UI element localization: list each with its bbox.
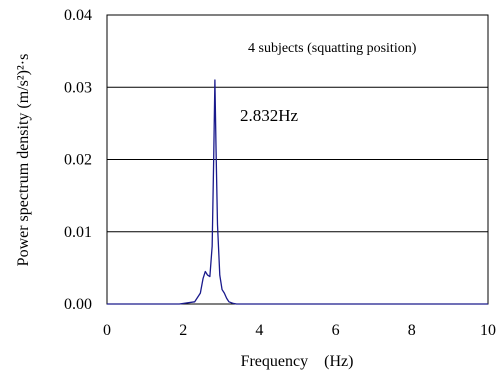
y-tick-label: 0.02: [64, 152, 92, 169]
x-tick-label: 6: [332, 322, 340, 339]
peak-frequency-label: 2.832Hz: [240, 106, 299, 125]
psd-series-line: [107, 79, 488, 305]
x-tick-label: 4: [255, 322, 263, 339]
y-tick-label: 0.03: [64, 79, 92, 96]
series-layer: [107, 79, 488, 305]
x-tick-label: 2: [179, 322, 187, 339]
y-tick-label: 0.04: [64, 7, 92, 24]
y-axis-ticks: 0.00 0.01 0.02 0.03 0.04: [64, 7, 92, 313]
x-axis-label: Frequency (Hz): [241, 353, 354, 370]
legend-annotation: 4 subjects (squatting position): [248, 41, 417, 56]
y-tick-label: 0.01: [64, 224, 92, 241]
grid: [107, 86, 488, 233]
x-tick-label: 0: [103, 322, 111, 339]
y-tick-label: 0.00: [64, 296, 92, 313]
x-tick-label: 10: [480, 322, 496, 339]
x-tick-label: 8: [408, 322, 416, 339]
x-axis-ticks: 0 2 4 6 8 10: [103, 322, 496, 339]
y-axis-label: Power spectrum density (m/s²)²·s: [15, 54, 32, 267]
